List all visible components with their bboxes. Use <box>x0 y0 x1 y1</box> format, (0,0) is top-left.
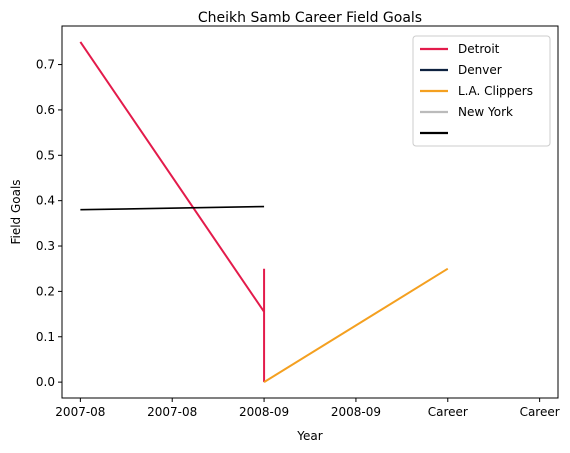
y-tick-label: 0.2 <box>36 284 55 298</box>
plot-frame <box>61 25 559 399</box>
legend-label: Detroit <box>458 42 500 56</box>
y-tick-label: 0.6 <box>36 103 55 117</box>
y-axis-label: Field Goals <box>9 179 23 244</box>
x-tick-label: Career <box>428 405 468 419</box>
x-axis-label: Year <box>296 429 322 443</box>
series-layer <box>79 41 449 383</box>
y-tick-label: 0.4 <box>36 194 55 208</box>
legend-label: L.A. Clippers <box>458 84 533 98</box>
x-tick-label: 2007-08 <box>147 405 197 419</box>
y-axis: 0.0 0.1 0.2 0.3 0.4 0.5 0.6 0.7 <box>36 58 62 389</box>
series-line-l-a-clippers <box>263 267 449 383</box>
x-tick-label: 2008-09 <box>331 405 381 419</box>
y-tick-label: 0.5 <box>36 148 55 162</box>
x-tick-label: 2007-08 <box>55 405 105 419</box>
y-tick-label: 0.0 <box>36 375 55 389</box>
y-tick-label: 0.3 <box>36 239 55 253</box>
legend-label: New York <box>458 105 513 119</box>
series-line-unnamed <box>80 205 265 211</box>
y-tick-label: 0.7 <box>36 58 55 72</box>
x-tick-label: Career <box>520 405 560 419</box>
chart-title: Cheikh Samb Career Field Goals <box>198 10 422 26</box>
legend-label: Denver <box>458 63 502 77</box>
legend: Detroit Denver L.A. Clippers New York <box>412 35 551 147</box>
legend-box <box>412 35 551 147</box>
x-tick-label: 2008-09 <box>239 405 289 419</box>
y-tick-label: 0.1 <box>36 330 55 344</box>
x-axis: 2007-08 2007-08 2008-09 2008-09 Career Career <box>55 398 560 419</box>
series-line-detroit <box>79 41 266 383</box>
